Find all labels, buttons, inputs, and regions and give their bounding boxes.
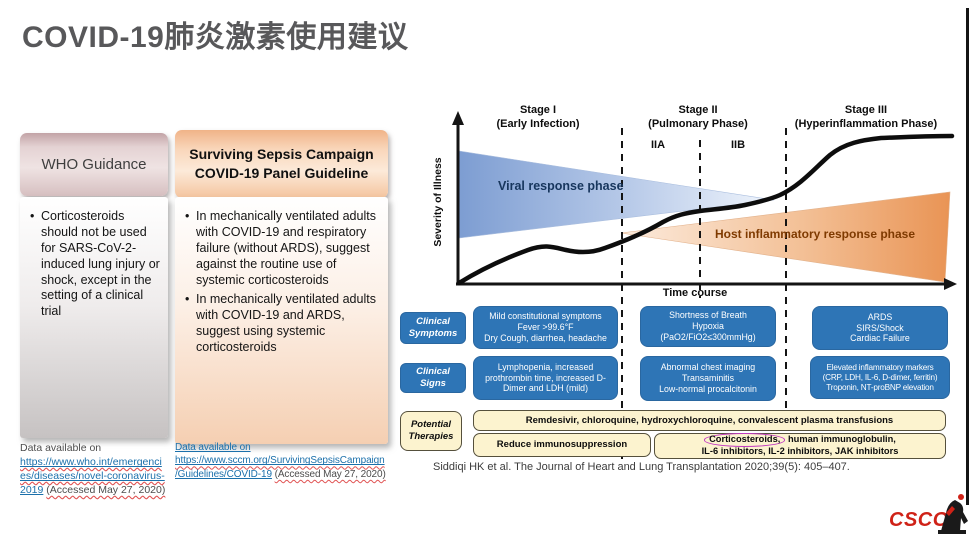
x-axis-arrowhead	[944, 278, 957, 290]
therapies-left-cell: Reduce immunosuppression	[473, 433, 651, 457]
who-guidance-body: Corticosteroids should not be used for S…	[20, 197, 168, 438]
who-guidance-header-label: WHO Guidance	[41, 156, 147, 173]
who-source-link[interactable]: es/diseases/novel-coronavirus-	[20, 470, 165, 482]
who-bullet-list: Corticosteroids should not be used for S…	[20, 197, 168, 320]
stage3-header: Stage III (Hyperinflammation Phase)	[768, 103, 964, 132]
host-phase-label: Host inflammatory response phase	[714, 227, 916, 241]
ssc-source-link[interactable]: /Guidelines/COVID-19	[175, 469, 272, 480]
therapies-right-line1-rest: human immunoglobulin,	[785, 434, 896, 445]
who-source-url-line2: es/diseases/novel-coronavirus-	[20, 470, 165, 483]
stage1-header: Stage I (Early Infection)	[462, 103, 614, 132]
signs-stage3-cell: Elevated inflammatory markers (CRP, LDH,…	[810, 356, 950, 399]
symptoms-stage3-cell: ARDS SIRS/Shock Cardiac Failure	[812, 306, 948, 350]
ssc-source-url-line1: https://www.sccm.org/SurvivingSepsisCamp…	[175, 455, 385, 467]
ssc-header-line2: COVID-19 Panel Guideline	[194, 165, 369, 181]
page-title: COVID-19肺炎激素使用建议	[22, 21, 409, 54]
ssc-source-accessed: (Accessed May 27, 2020)	[274, 468, 386, 480]
ssc-source-prefix: Data available on	[175, 442, 251, 453]
y-axis-label: Severity of Illness	[432, 157, 444, 247]
ssc-source-link[interactable]: https://www.sccm.org/SurvivingSepsisCamp…	[175, 455, 385, 466]
signs-stage2-cell: Abnormal chest imaging Transaminitis Low…	[640, 356, 776, 401]
ssc-source-note: Data available on https://www.sccm.org/S…	[175, 441, 397, 481]
ssc-guideline-body: In mechanically ventilated adults with C…	[175, 197, 388, 444]
ssc-bullet-list: In mechanically ventilated adults with C…	[175, 197, 388, 356]
stage3-subtitle: (Hyperinflammation Phase)	[794, 118, 938, 131]
therapies-top-cell: Remdesivir, chloroquine, hydroxychloroqu…	[473, 410, 946, 431]
citation: Siddiqi HK et al. The Journal of Heart a…	[433, 461, 850, 473]
ssc-source-link[interactable]: Data available on	[175, 442, 251, 453]
stage2-name: Stage II	[678, 104, 718, 116]
row-label-clinical-symptoms: Clinical Symptoms	[400, 312, 466, 344]
right-edge-divider	[966, 8, 969, 505]
disease-stages-chart	[452, 111, 957, 462]
symptoms-stage2-cell: Shortness of Breath Hypoxia (PaO2/FiO2≤3…	[640, 306, 776, 347]
who-source-note: Data available on https://www.who.int/em…	[20, 441, 180, 497]
who-source-link[interactable]: 2019	[20, 484, 43, 496]
therapies-right-line1: Corticosteroids, human immunoglobulin,	[704, 433, 896, 447]
symptoms-stage1-cell: Mild constitutional symptoms Fever >99.6…	[473, 306, 618, 349]
csco-logo-text: CSCO	[889, 509, 949, 531]
stage2-subtitle: (Pulmonary Phase)	[648, 118, 748, 131]
ssc-bullet-item: In mechanically ventilated adults with C…	[185, 209, 382, 288]
stage2a-label: IIA	[650, 139, 666, 151]
stage1-subtitle: (Early Infection)	[496, 118, 580, 131]
row-label-clinical-signs: Clinical Signs	[400, 363, 466, 393]
stage1-name: Stage I	[519, 104, 557, 116]
severity-curve	[456, 133, 955, 286]
stage2b-label: IIB	[730, 139, 746, 151]
row-label-potential-therapies: Potential Therapies	[400, 411, 462, 451]
stage3-name: Stage III	[844, 104, 888, 116]
who-source-prefix: Data available on	[20, 442, 102, 454]
ssc-guideline-header: Surviving Sepsis Campaign COVID-19 Panel…	[175, 130, 388, 198]
who-guidance-header: WHO Guidance	[20, 133, 168, 196]
y-axis-arrowhead	[452, 111, 464, 125]
ssc-header-line1: Surviving Sepsis Campaign	[189, 146, 374, 163]
corticosteroids-highlight-circle: Corticosteroids,	[704, 433, 786, 447]
signs-stage1-cell: Lymphopenia, increased prothrombin time,…	[473, 356, 618, 400]
x-axis-label: Time course	[662, 287, 728, 299]
who-source-url-line1: https://www.who.int/emergenci	[20, 456, 162, 469]
who-source-accessed: (Accessed May 27, 2020)	[46, 484, 166, 497]
therapies-right-line2: IL-6 inhibitors, IL-2 inhibitors, JAK in…	[701, 446, 899, 456]
ssc-source-url-line2: /Guidelines/COVID-19	[175, 468, 272, 480]
who-bullet-item: Corticosteroids should not be used for S…	[30, 209, 162, 320]
ssc-bullet-item: In mechanically ventilated adults with C…	[185, 292, 382, 356]
therapies-right-cell: Corticosteroids, human immunoglobulin, I…	[654, 433, 946, 459]
who-source-url-line3: 2019	[20, 484, 44, 497]
who-source-link[interactable]: https://www.who.int/emergenci	[20, 456, 162, 468]
stage2-header: Stage II (Pulmonary Phase)	[622, 103, 774, 132]
viral-phase-label: Viral response phase	[498, 179, 624, 193]
csco-mascot-icon	[938, 494, 968, 534]
